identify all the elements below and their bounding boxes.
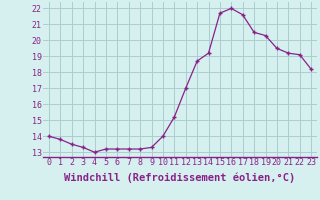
X-axis label: Windchill (Refroidissement éolien,°C): Windchill (Refroidissement éolien,°C) [64, 173, 296, 183]
